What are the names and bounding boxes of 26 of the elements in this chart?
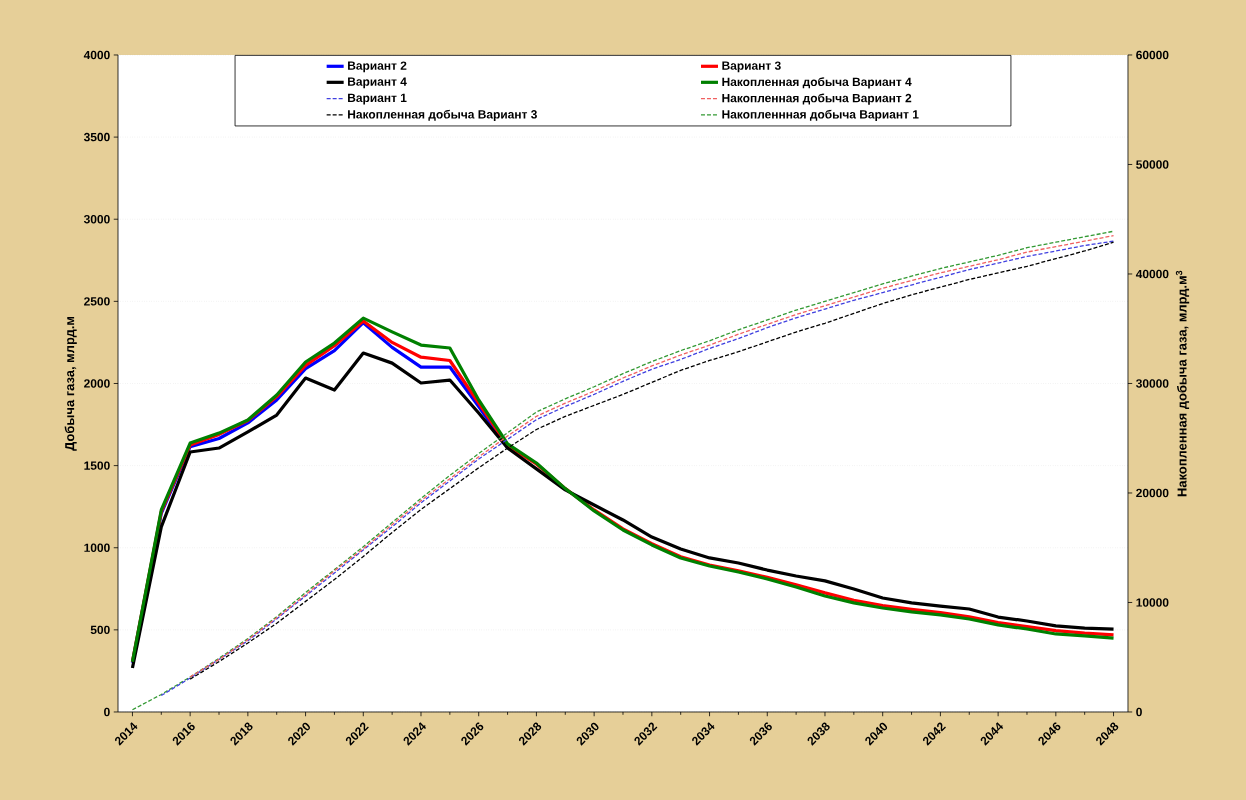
legend-label: Накопленнная добыча Вариант 1 xyxy=(722,109,919,121)
y-tick-label: 2500 xyxy=(84,297,110,306)
legend-label: Вариант 3 xyxy=(722,61,781,73)
y2-tick-label: 0 xyxy=(1136,707,1142,717)
legend-label: Вариант 1 xyxy=(348,93,407,105)
y-tick-label: 0 xyxy=(104,707,110,717)
y-tick-label: 2000 xyxy=(84,379,110,388)
y2-tick-label: 60000 xyxy=(1136,50,1169,60)
y-tick-label: 3500 xyxy=(83,132,110,142)
y-tick-label: 3000 xyxy=(83,215,110,224)
legend-label: Накопленная добыча Вариант 2 xyxy=(722,93,912,105)
y-tick-label: 1500 xyxy=(84,461,110,470)
y2-tick-label: 10000 xyxy=(1136,598,1169,607)
y-tick-label: 500 xyxy=(90,625,110,635)
y2-tick-label: 20000 xyxy=(1136,488,1169,498)
y2-axis-title: Накопленная добыча газа, млрд.м$^{3}$ xyxy=(1175,270,1190,497)
y-axis-title: Добыча газа, млрд.м xyxy=(64,316,77,451)
y2-tick-label: 30000 xyxy=(1136,379,1169,388)
y2-tick-label: 50000 xyxy=(1136,160,1169,169)
y-tick-label: 1000 xyxy=(84,543,110,552)
legend-label: Накопленная добыча Вариант 3 xyxy=(348,109,537,121)
y-tick-label: 4000 xyxy=(83,50,110,60)
legend-label: Вариант 2 xyxy=(348,61,407,73)
legend-label: Вариант 4 xyxy=(348,77,407,89)
legend-label: Накопленная добыча Вариант 4 xyxy=(722,77,912,89)
y2-tick-label: 40000 xyxy=(1135,269,1169,279)
